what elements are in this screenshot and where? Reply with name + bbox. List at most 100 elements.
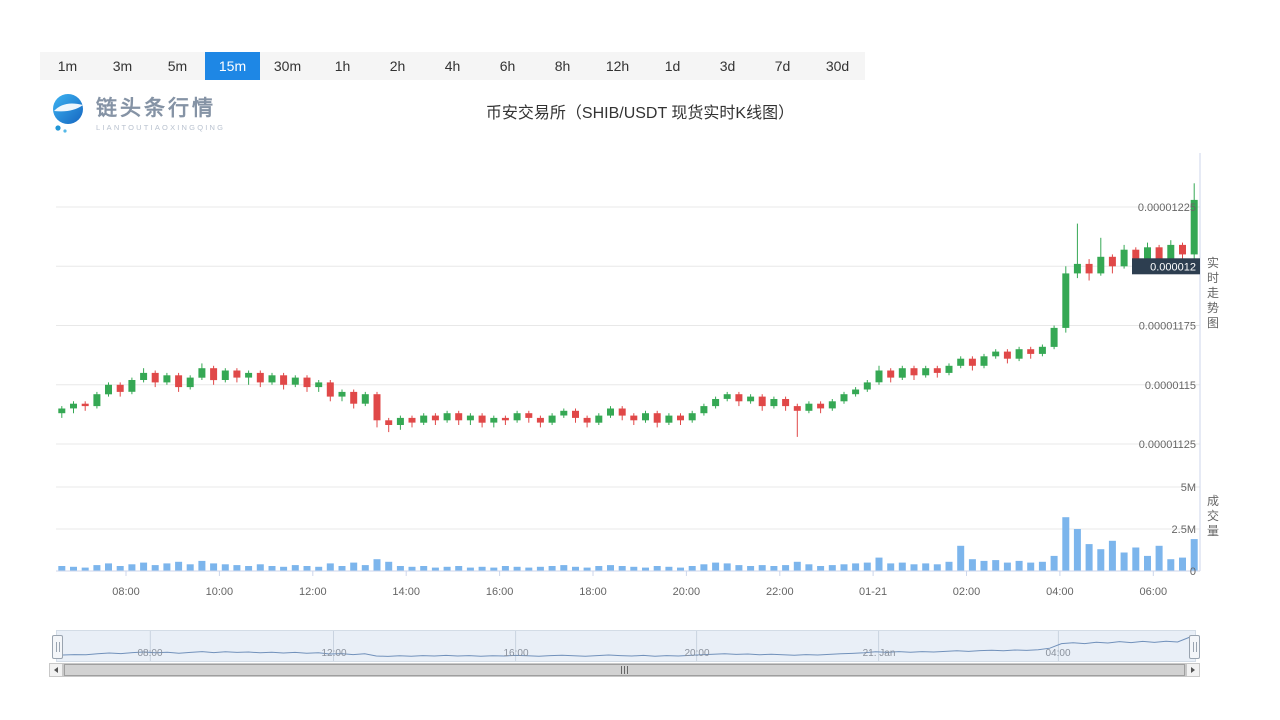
volume-bar — [840, 564, 848, 571]
volume-bar — [1132, 547, 1140, 571]
tab-5m[interactable]: 5m — [167, 58, 188, 74]
volume-bar — [151, 565, 159, 571]
volume-bar — [828, 565, 836, 571]
range-navigator[interactable]: 08:00 12:00 16:00 20:00 21. Jan 04:00 — [52, 630, 1200, 662]
tab-30m[interactable]: 30m — [273, 58, 302, 74]
candle — [735, 394, 743, 402]
tab-12h[interactable]: 12h — [605, 58, 630, 74]
tab-30d[interactable]: 30d — [825, 58, 850, 74]
volume-bar — [536, 566, 544, 571]
navigator-line — [62, 636, 1190, 657]
candle — [653, 413, 661, 423]
volume-bar — [852, 563, 860, 571]
candle — [980, 356, 988, 366]
x-axis-label: 02:00 — [953, 586, 981, 598]
price-axis-label: 0.00001175 — [1139, 321, 1196, 333]
tab-3d[interactable]: 3d — [719, 58, 736, 74]
candle — [630, 415, 638, 421]
volume-bar — [898, 562, 906, 571]
site-logo[interactable]: 链头条行情 LIANTOUTIAOXINGQING — [46, 92, 225, 136]
volume-bar — [1167, 559, 1175, 571]
volume-bar — [642, 567, 649, 571]
candle — [128, 380, 136, 392]
candle — [373, 394, 381, 421]
volume-bar — [140, 562, 148, 571]
candle — [688, 413, 696, 421]
navigator-left-handle[interactable] — [52, 635, 63, 659]
volume-bar — [478, 566, 486, 571]
tab-6h[interactable]: 6h — [499, 58, 516, 74]
volume-bar — [793, 561, 801, 571]
tab-1d[interactable]: 1d — [664, 58, 681, 74]
x-axis-label: 10:00 — [206, 586, 234, 598]
kline-chart[interactable]: 08:00 10:00 12:00 14:00 16:00 18:00 20:00 22:00… — [0, 150, 1280, 610]
volume-bar — [373, 559, 381, 571]
volume-bar — [1050, 555, 1058, 571]
candle — [350, 391, 358, 404]
volume-axis-label: 5M — [1181, 482, 1196, 494]
scrollbar-right-button[interactable] — [1186, 663, 1200, 677]
navigator-right-handle[interactable] — [1189, 635, 1200, 659]
scrollbar-track[interactable] — [63, 663, 1186, 677]
candle — [490, 417, 498, 423]
volume-bar — [105, 563, 112, 571]
volume-bar — [665, 566, 673, 571]
candle — [396, 417, 404, 425]
volume-bar — [1062, 517, 1070, 571]
candle — [1062, 273, 1070, 328]
volume-bar — [1085, 544, 1093, 571]
volume-bar — [630, 566, 638, 571]
navigator-label: 16:00 — [503, 648, 529, 659]
volume-bar — [1073, 529, 1081, 571]
candle — [910, 368, 918, 376]
logo-subtitle: LIANTOUTIAOXINGQING — [96, 122, 226, 132]
volume-bar — [1144, 555, 1151, 571]
candle — [887, 370, 895, 378]
candle — [817, 403, 825, 409]
candle — [712, 399, 720, 407]
tab-2h[interactable]: 2h — [389, 58, 406, 74]
candle — [1027, 349, 1035, 354]
candle — [291, 377, 299, 385]
volume-bar — [326, 563, 334, 571]
logo-name: 链头条行情 — [96, 96, 216, 120]
x-axis-label: 22:00 — [766, 586, 794, 598]
tab-7d[interactable]: 7d — [774, 58, 791, 74]
left-arrow-icon — [51, 667, 58, 673]
tab-8h[interactable]: 8h — [554, 58, 571, 74]
navigator-label: 12:00 — [321, 648, 347, 659]
candle — [933, 368, 941, 373]
tab-4h[interactable]: 4h — [444, 58, 461, 74]
volume-bar — [466, 567, 474, 571]
volume-axis-label: 2.5M — [1172, 524, 1196, 536]
candle — [898, 368, 906, 378]
volume-bar — [817, 566, 825, 571]
candle — [1073, 263, 1081, 274]
candle — [1108, 256, 1116, 267]
tab-1h[interactable]: 1h — [334, 58, 351, 74]
volume-bar — [116, 566, 124, 571]
candle — [513, 413, 521, 421]
scrollbar-left-button[interactable] — [49, 663, 63, 677]
candle — [583, 417, 591, 423]
candle — [1003, 351, 1011, 359]
price-axis-label: 0.0000115 — [1145, 380, 1196, 392]
volume-bar — [1003, 562, 1011, 571]
tab-3m[interactable]: 3m — [112, 58, 133, 74]
price-axis-label: 0.00001125 — [1139, 439, 1196, 451]
tab-15m[interactable]: 15m — [205, 52, 260, 80]
scrollbar-thumb[interactable] — [64, 664, 1185, 676]
candle — [151, 372, 159, 383]
volume-bar — [618, 566, 626, 571]
volume-bar — [922, 563, 930, 571]
volume-bar — [408, 566, 416, 571]
x-axis-label: 14:00 — [392, 586, 420, 598]
candle — [1038, 346, 1046, 354]
volume-bar — [758, 565, 766, 571]
candle — [431, 415, 439, 421]
volume-bar — [805, 564, 813, 571]
candle — [840, 394, 848, 402]
volume-bar — [175, 561, 183, 571]
price-axis-title: 实时走势图 — [1206, 256, 1219, 330]
tab-1m[interactable]: 1m — [57, 58, 78, 74]
